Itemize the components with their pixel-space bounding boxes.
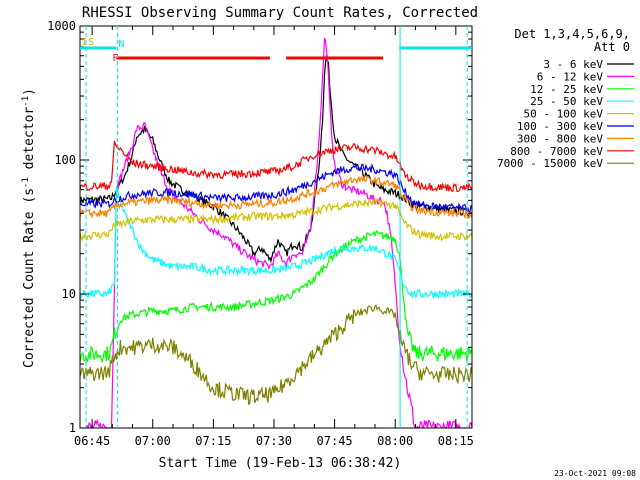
y-tick-label: 1	[69, 421, 76, 435]
y-axis-label-part: Corrected Count Rate (s	[22, 188, 37, 368]
x-tick-label: 07:30	[256, 434, 292, 448]
legend-label: 50 - 100 keV	[524, 108, 604, 121]
legend-label: 7000 - 15000 keV	[497, 157, 603, 170]
series-line	[80, 37, 472, 428]
series-line	[80, 140, 472, 193]
y-axis-label-sup: -1	[21, 177, 31, 188]
state-label-i: I	[81, 37, 87, 48]
legend-label: 6 - 12 keV	[537, 70, 604, 83]
footer-date: 23-Oct-2021 09:08	[554, 469, 636, 478]
y-tick-label: 10	[62, 287, 76, 301]
state-bar-label: N	[118, 39, 124, 50]
legend-header-line: Att 0	[594, 40, 630, 54]
y-axis-label: Corrected Count Rate (s-1 detector-1)	[21, 88, 37, 368]
legend-label: 12 - 25 keV	[530, 83, 603, 96]
x-tick-label: 08:00	[377, 434, 413, 448]
series-line	[80, 303, 472, 406]
x-tick-label: 06:45	[74, 434, 110, 448]
series-line	[80, 162, 472, 213]
legend-label: 800 - 7000 keV	[510, 145, 603, 158]
y-axis-label-part: detector	[22, 107, 37, 178]
x-tick-label: 08:15	[438, 434, 474, 448]
axes: 1 10 100 1000 06:45 07:00 07:15 07:30 07:45 08:00…	[47, 19, 474, 448]
legend-label: 25 - 50 keV	[530, 95, 603, 108]
state-bar-label: F	[112, 53, 118, 64]
x-axis-label: Start Time (19-Feb-13 06:38:42)	[159, 456, 402, 471]
series-line	[80, 197, 472, 243]
series-line	[80, 175, 472, 220]
x-tick-label: 07:00	[135, 434, 171, 448]
y-axis-label-part: )	[22, 88, 37, 96]
chart-title: RHESSI Observing Summary Count Rates, Co…	[82, 5, 478, 21]
x-tick-label: 07:15	[195, 434, 231, 448]
series-line	[80, 185, 472, 300]
state-label-s: S	[88, 37, 94, 48]
x-tick-label: 07:45	[317, 434, 353, 448]
y-tick-label: 1000	[47, 19, 76, 33]
legend-label: 300 - 800 keV	[517, 132, 603, 145]
legend-header-line: Det 1,3,4,5,6,9,	[514, 27, 630, 41]
plot-area	[80, 37, 472, 428]
series-line	[80, 229, 472, 364]
y-axis-label-sup: -1	[21, 96, 31, 107]
plot-frame	[79, 25, 473, 429]
legend-label: 3 - 6 keV	[543, 58, 603, 71]
y-tick-label: 100	[54, 153, 76, 167]
legend-label: 100 - 300 keV	[517, 120, 603, 133]
